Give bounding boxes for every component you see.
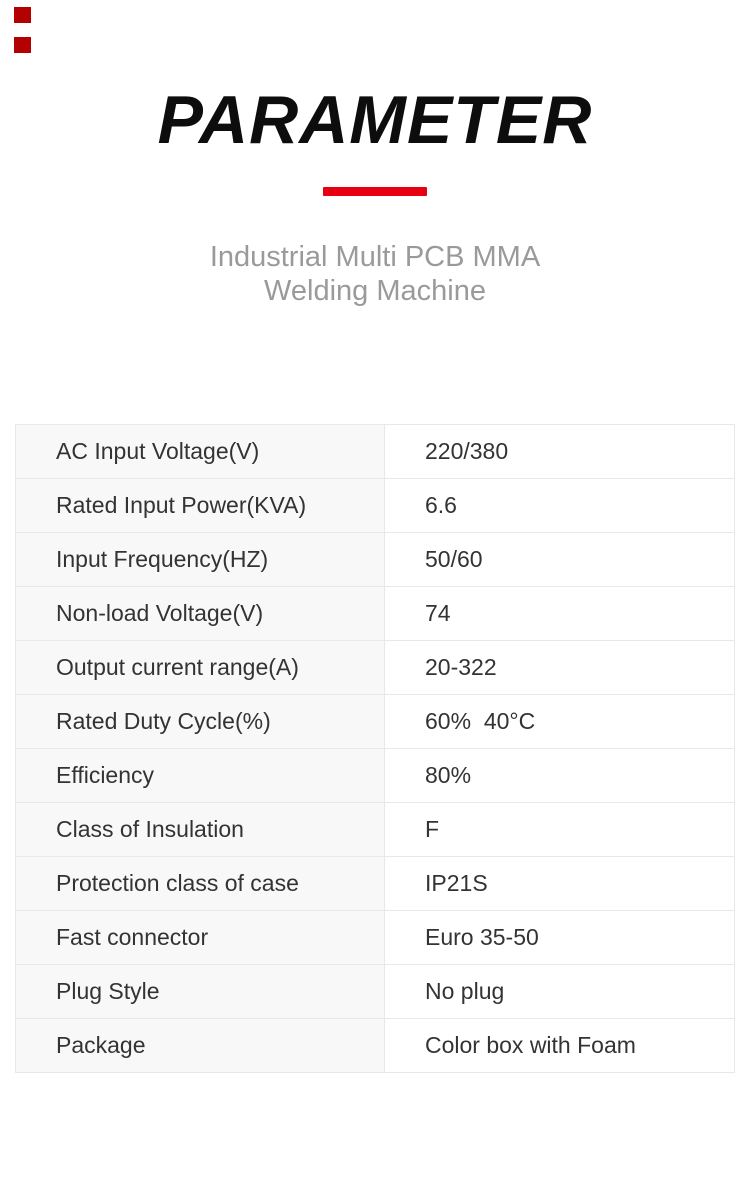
spec-value-cell: 6.6 (385, 479, 734, 532)
subtitle-line-2: Welding Machine (264, 275, 486, 307)
spec-label-cell: Protection class of case (16, 857, 385, 910)
spec-label-cell: Rated Duty Cycle(%) (16, 695, 385, 748)
spec-value-cell: F (385, 803, 734, 856)
spec-label-cell: Non-load Voltage(V) (16, 587, 385, 640)
table-row: Rated Duty Cycle(%) 60% 40°C (16, 695, 734, 749)
table-row: Class of Insulation F (16, 803, 734, 857)
table-row: Fast connector Euro 35-50 (16, 911, 734, 965)
spec-value-cell: 80% (385, 749, 734, 802)
table-row: Efficiency 80% (16, 749, 734, 803)
spec-value-cell: 50/60 (385, 533, 734, 586)
spec-value-cell: 60% 40°C (385, 695, 734, 748)
spec-value-cell: 74 (385, 587, 734, 640)
table-row: Rated Input Power(KVA) 6.6 (16, 479, 734, 533)
spec-table: AC Input Voltage(V) 220/380 Rated Input … (15, 424, 735, 1073)
page-title: PARAMETER (157, 82, 593, 158)
spec-value-cell: Color box with Foam (385, 1019, 734, 1072)
spec-label-cell: Input Frequency(HZ) (16, 533, 385, 586)
table-row: Package Color box with Foam (16, 1019, 734, 1073)
spec-label-cell: Package (16, 1019, 385, 1072)
spec-value-cell: 20-322 (385, 641, 734, 694)
spec-value-cell: IP21S (385, 857, 734, 910)
table-row: Non-load Voltage(V) 74 (16, 587, 734, 641)
corner-accent-mark (14, 7, 31, 23)
spec-value-cell: No plug (385, 965, 734, 1018)
spec-value-cell: 220/380 (385, 425, 734, 478)
table-row: AC Input Voltage(V) 220/380 (16, 425, 734, 479)
subtitle-line-1: Industrial Multi PCB MMA (209, 241, 541, 273)
spec-label-cell: Fast connector (16, 911, 385, 964)
spec-label-cell: Class of Insulation (16, 803, 385, 856)
spec-label-cell: Rated Input Power(KVA) (16, 479, 385, 532)
spec-value-cell: Euro 35-50 (385, 911, 734, 964)
title-divider (323, 187, 427, 196)
corner-accent-mark (14, 37, 31, 53)
table-row: Plug Style No plug (16, 965, 734, 1019)
spec-label-cell: AC Input Voltage(V) (16, 425, 385, 478)
spec-label-cell: Output current range(A) (16, 641, 385, 694)
table-row: Input Frequency(HZ) 50/60 (16, 533, 734, 587)
header: PARAMETER Industrial Multi PCB MMA Weldi… (0, 0, 750, 308)
spec-label-cell: Efficiency (16, 749, 385, 802)
subtitle: Industrial Multi PCB MMA Welding Machine (0, 240, 750, 308)
table-row: Output current range(A) 20-322 (16, 641, 734, 695)
spec-label-cell: Plug Style (16, 965, 385, 1018)
table-row: Protection class of case IP21S (16, 857, 734, 911)
